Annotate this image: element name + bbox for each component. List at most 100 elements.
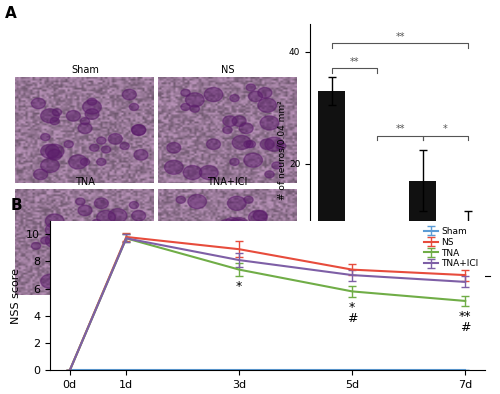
Circle shape (174, 246, 183, 253)
Circle shape (108, 209, 127, 223)
Circle shape (206, 139, 220, 149)
Circle shape (66, 111, 80, 121)
Circle shape (48, 150, 62, 160)
Circle shape (96, 210, 116, 225)
Circle shape (223, 116, 237, 126)
Bar (318, 91, 345, 276)
Circle shape (167, 280, 181, 290)
Circle shape (260, 116, 279, 130)
Circle shape (248, 280, 262, 290)
Text: TNA: TNA (75, 177, 95, 187)
Text: NS: NS (221, 65, 234, 75)
Circle shape (272, 162, 281, 169)
Circle shape (186, 93, 204, 107)
Bar (409, 180, 436, 276)
Circle shape (90, 144, 99, 151)
Circle shape (260, 276, 274, 287)
Circle shape (200, 228, 218, 242)
Circle shape (246, 141, 256, 148)
Circle shape (230, 95, 239, 102)
Text: A: A (5, 6, 17, 21)
Circle shape (246, 84, 256, 91)
Circle shape (248, 91, 262, 102)
Circle shape (176, 196, 186, 203)
Circle shape (130, 201, 138, 209)
Circle shape (174, 237, 183, 244)
Circle shape (204, 87, 223, 102)
Circle shape (181, 89, 190, 96)
Circle shape (46, 223, 64, 237)
Circle shape (71, 248, 90, 262)
Circle shape (122, 89, 136, 100)
Circle shape (228, 196, 246, 210)
Circle shape (40, 109, 60, 123)
Bar (364, 242, 391, 276)
Circle shape (134, 150, 148, 160)
Circle shape (68, 155, 87, 169)
Circle shape (178, 230, 188, 237)
Circle shape (130, 103, 138, 111)
Circle shape (276, 143, 286, 149)
Circle shape (239, 255, 253, 266)
Circle shape (64, 233, 78, 244)
Circle shape (68, 232, 78, 239)
Text: #: # (460, 322, 470, 335)
Circle shape (228, 251, 246, 266)
Circle shape (110, 244, 120, 251)
Circle shape (40, 144, 60, 158)
Circle shape (225, 217, 239, 228)
Circle shape (116, 253, 124, 260)
Text: #: # (347, 312, 358, 325)
Circle shape (230, 217, 248, 232)
Circle shape (78, 123, 92, 134)
Text: Sham: Sham (71, 65, 99, 75)
Circle shape (88, 226, 106, 240)
Circle shape (260, 139, 274, 149)
Circle shape (78, 205, 92, 216)
Circle shape (40, 274, 60, 288)
Circle shape (183, 165, 202, 180)
Circle shape (188, 194, 206, 209)
Circle shape (239, 123, 253, 134)
Circle shape (116, 274, 124, 281)
Circle shape (102, 146, 110, 153)
Circle shape (188, 249, 202, 260)
Legend: Sham, NS, TNA, TNA+ICI: Sham, NS, TNA, TNA+ICI (422, 225, 480, 270)
Circle shape (32, 98, 46, 109)
Circle shape (253, 210, 267, 221)
Circle shape (85, 109, 99, 119)
Circle shape (99, 230, 108, 237)
Text: TNA+ICI: TNA+ICI (208, 177, 248, 187)
Circle shape (223, 281, 232, 288)
Circle shape (244, 141, 253, 148)
Text: *: * (443, 124, 448, 134)
Circle shape (32, 242, 40, 249)
Circle shape (46, 233, 64, 248)
Circle shape (200, 165, 218, 180)
Circle shape (96, 137, 106, 144)
Circle shape (46, 144, 64, 158)
Circle shape (223, 126, 232, 134)
Circle shape (274, 273, 293, 287)
Text: *: * (349, 301, 356, 314)
Circle shape (132, 125, 145, 136)
Circle shape (94, 198, 108, 209)
Circle shape (190, 105, 200, 112)
Circle shape (244, 196, 253, 203)
Text: **: ** (395, 124, 405, 134)
Circle shape (176, 274, 195, 288)
Circle shape (265, 137, 283, 151)
Circle shape (92, 269, 110, 283)
Circle shape (64, 141, 74, 148)
Circle shape (258, 87, 272, 98)
Circle shape (62, 258, 71, 266)
Circle shape (132, 210, 145, 221)
Circle shape (122, 255, 141, 269)
Circle shape (132, 125, 145, 136)
Text: **: ** (459, 310, 471, 323)
Circle shape (52, 109, 62, 116)
Text: *: * (236, 280, 242, 293)
Circle shape (80, 117, 90, 125)
Circle shape (192, 267, 202, 274)
Circle shape (164, 160, 183, 174)
